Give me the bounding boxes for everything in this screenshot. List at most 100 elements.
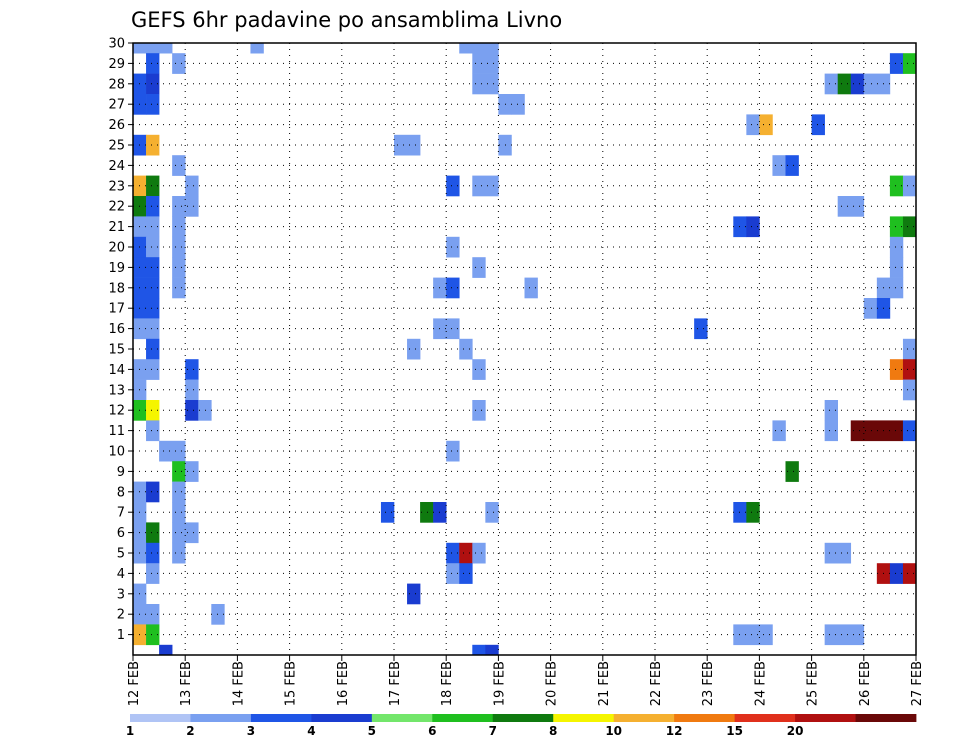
colorbar-label: 7 bbox=[489, 724, 497, 738]
y-tick-label: 20 bbox=[108, 241, 125, 256]
colorbar-legend: 1 2 3 4 5 6 7 8 10 12 15 20 bbox=[126, 714, 917, 738]
precip-cell bbox=[459, 43, 473, 54]
precip-cell bbox=[133, 359, 160, 380]
precip-cell bbox=[889, 175, 904, 197]
precip-cell bbox=[863, 298, 878, 319]
precip-cell bbox=[824, 400, 838, 421]
precip-cell bbox=[420, 502, 434, 523]
y-tick-label: 4 bbox=[117, 567, 125, 582]
precip-cell bbox=[772, 420, 786, 442]
precip-cell bbox=[133, 216, 160, 238]
precip-cell bbox=[172, 502, 186, 523]
precip-cell bbox=[472, 542, 486, 564]
precip-cell bbox=[146, 563, 160, 584]
x-tick-label: 27 FEB bbox=[910, 661, 925, 706]
x-tick-label: 21 FEB bbox=[597, 661, 612, 706]
precip-cell bbox=[159, 644, 173, 656]
colorbar-swatch bbox=[250, 714, 312, 722]
precip-cell bbox=[172, 155, 186, 176]
precip-cell bbox=[785, 461, 799, 482]
precip-cell bbox=[146, 542, 160, 564]
precip-cell bbox=[837, 196, 865, 217]
y-tick-label: 17 bbox=[108, 302, 125, 317]
colorbar-label: 4 bbox=[307, 724, 315, 738]
y-tick-label: 27 bbox=[108, 98, 125, 113]
colorbar-swatch bbox=[432, 714, 494, 722]
y-tick-label: 3 bbox=[117, 587, 125, 602]
precip-cell bbox=[446, 175, 460, 197]
x-tick-label: 23 FEB bbox=[701, 661, 716, 706]
precip-cell bbox=[746, 216, 760, 238]
precipitation-cells bbox=[133, 43, 917, 656]
colorbar-swatch bbox=[553, 714, 615, 722]
precip-cell bbox=[172, 196, 199, 217]
precip-cell bbox=[850, 73, 865, 95]
precip-cell bbox=[902, 420, 917, 442]
precip-cell bbox=[902, 216, 917, 238]
precip-cell bbox=[772, 155, 786, 176]
precip-cell bbox=[394, 134, 421, 156]
precip-cell bbox=[902, 53, 917, 74]
y-tick-label: 30 bbox=[108, 37, 125, 52]
precip-cell bbox=[889, 359, 904, 380]
precip-cell bbox=[146, 481, 160, 503]
precip-cell bbox=[172, 216, 186, 238]
colorbar-swatch bbox=[130, 714, 191, 722]
colorbar-swatch bbox=[795, 714, 856, 722]
precip-cell bbox=[902, 379, 917, 401]
colorbar-swatch bbox=[855, 714, 917, 722]
precip-cell bbox=[380, 502, 395, 523]
colorbar-label: 12 bbox=[666, 724, 683, 738]
precip-cell bbox=[746, 502, 760, 523]
x-tick-label: 15 FEB bbox=[284, 661, 299, 706]
precip-cell bbox=[172, 461, 186, 482]
precip-cell bbox=[759, 114, 773, 136]
y-tick-label: 15 bbox=[108, 343, 125, 358]
precip-cell bbox=[133, 257, 160, 278]
precip-cell bbox=[133, 298, 160, 319]
precip-cell bbox=[185, 175, 199, 197]
precip-cell bbox=[146, 196, 160, 217]
precip-cell bbox=[472, 400, 486, 421]
x-tick-label: 25 FEB bbox=[806, 661, 821, 706]
precip-cell bbox=[146, 134, 160, 156]
colorbar-swatch bbox=[674, 714, 736, 722]
y-tick-label: 26 bbox=[108, 118, 125, 133]
precip-cell bbox=[902, 359, 917, 380]
x-tick-label: 13 FEB bbox=[179, 661, 194, 706]
precip-cell bbox=[146, 236, 160, 258]
x-tick-label: 20 FEB bbox=[545, 661, 560, 706]
precip-cell bbox=[446, 542, 460, 564]
precip-cell bbox=[459, 338, 473, 360]
colorbar-label: 3 bbox=[247, 724, 255, 738]
colorbar-label: 8 bbox=[549, 724, 557, 738]
precip-cell bbox=[407, 338, 421, 360]
y-tick-label: 18 bbox=[108, 281, 125, 296]
precip-cell bbox=[694, 318, 708, 340]
x-tick-label: 18 FEB bbox=[440, 661, 455, 706]
precip-cell bbox=[472, 73, 499, 95]
precip-cell bbox=[511, 94, 525, 115]
precip-cell bbox=[824, 420, 838, 442]
y-tick-label: 29 bbox=[108, 57, 125, 72]
colorbar-label: 5 bbox=[368, 724, 376, 738]
y-tick-label: 9 bbox=[117, 465, 125, 480]
y-tick-label: 23 bbox=[108, 179, 125, 194]
precip-cell bbox=[146, 522, 160, 544]
x-tick-label: 19 FEB bbox=[492, 661, 507, 706]
precip-cell bbox=[146, 73, 160, 95]
precip-cell bbox=[146, 400, 160, 421]
precip-cell bbox=[459, 563, 473, 584]
precip-cell bbox=[172, 522, 199, 544]
colorbar-swatch bbox=[734, 714, 796, 722]
precip-cell bbox=[902, 338, 917, 360]
colorbar-label: 1 bbox=[126, 724, 134, 738]
precip-cell bbox=[146, 624, 160, 646]
y-tick-label: 22 bbox=[108, 200, 125, 215]
precip-cell bbox=[146, 175, 160, 197]
precip-cell bbox=[889, 563, 904, 584]
colorbar-swatch bbox=[190, 714, 252, 722]
precip-cell bbox=[446, 563, 460, 584]
precip-cell bbox=[146, 43, 160, 54]
precip-cell bbox=[824, 624, 865, 646]
